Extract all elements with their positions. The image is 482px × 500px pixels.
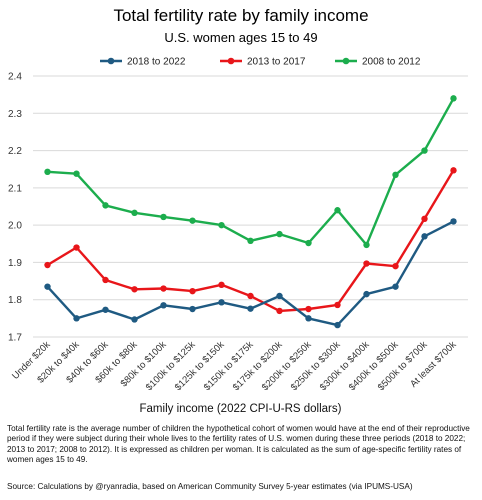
data-point (73, 170, 80, 177)
data-point (276, 307, 283, 315)
y-tick-label: 2.0 (8, 221, 22, 232)
data-point (450, 167, 457, 174)
data-point (160, 302, 167, 309)
data-point (218, 281, 225, 288)
legend-label: 2013 to 2017 (247, 57, 306, 68)
y-tick-label: 2.2 (8, 146, 22, 157)
data-point (44, 283, 51, 290)
data-point (160, 285, 167, 292)
y-tick-label: 2.1 (8, 183, 22, 194)
y-tick-label: 1.7 (8, 333, 22, 344)
data-point (189, 305, 196, 313)
data-point (131, 209, 138, 217)
data-point (421, 215, 428, 223)
data-point (421, 233, 428, 240)
x-axis-label: Family income (2022 CPI-U-RS dollars) (140, 403, 342, 415)
data-point (363, 241, 370, 249)
source-note: Source: Calculations by @ryanradia, base… (7, 482, 413, 491)
data-point (131, 316, 138, 323)
series-line (47, 97, 455, 247)
data-point (421, 147, 428, 154)
data-point (102, 202, 109, 209)
data-point (450, 95, 457, 102)
data-point (305, 305, 312, 313)
data-point (44, 261, 51, 269)
data-point (276, 292, 283, 300)
y-tick-label: 1.8 (8, 295, 22, 306)
legend-label: 2018 to 2022 (127, 57, 186, 68)
data-point (102, 276, 109, 284)
data-point (73, 315, 80, 322)
data-point (450, 218, 457, 225)
y-tick-label: 2.4 (8, 72, 22, 83)
data-point (334, 321, 341, 329)
chart-title: Total fertility rate by family income (113, 6, 369, 25)
legend-marker (342, 57, 350, 65)
data-point (44, 168, 51, 176)
data-point (247, 292, 254, 300)
data-point (363, 260, 370, 267)
data-point (247, 305, 254, 312)
data-point (392, 262, 399, 270)
chart-subtitle: U.S. women ages 15 to 49 (164, 30, 318, 45)
data-point (102, 306, 109, 313)
y-tick-label: 2.3 (8, 109, 22, 120)
data-point (73, 244, 80, 251)
data-point (305, 239, 312, 247)
data-point (363, 290, 370, 298)
legend-marker (227, 57, 235, 65)
data-point (189, 287, 196, 295)
data-point (392, 171, 399, 179)
data-point (334, 207, 341, 214)
y-tick-label: 1.9 (8, 258, 22, 269)
data-point (305, 315, 312, 322)
data-point (189, 217, 196, 224)
data-point (131, 286, 138, 293)
data-point (334, 301, 341, 309)
data-point (218, 221, 225, 229)
data-point (160, 213, 167, 221)
data-point (247, 237, 254, 245)
legend-label: 2008 to 2012 (362, 57, 421, 68)
footnote: Total fertility rate is the average numb… (7, 424, 470, 465)
data-point (392, 283, 399, 290)
legend-marker (107, 57, 115, 65)
data-point (218, 299, 225, 306)
data-point (276, 230, 283, 238)
